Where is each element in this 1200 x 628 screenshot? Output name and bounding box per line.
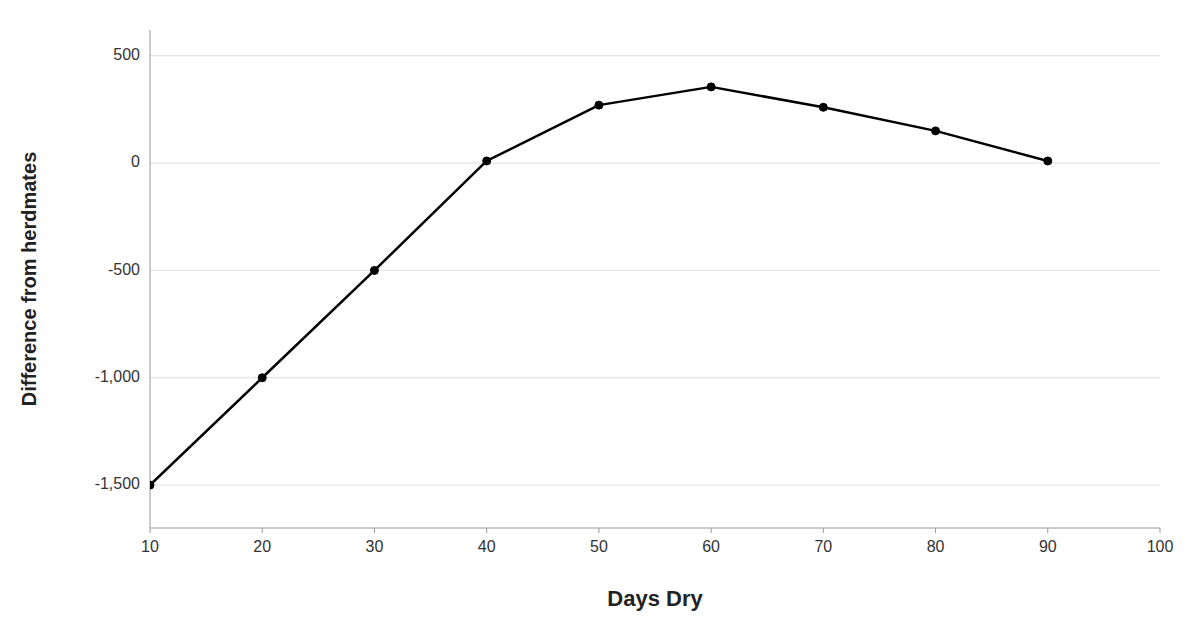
grid-line xyxy=(150,163,1160,164)
point xyxy=(595,101,603,109)
x-tick xyxy=(935,528,936,533)
x-tick-label: 60 xyxy=(702,538,720,555)
x-tick-label: 80 xyxy=(927,538,945,555)
point xyxy=(819,103,827,111)
chart-container: -1,500 -1,000 -500 0 500 10 20 30 40 50 60 70 80 90 10… xyxy=(0,0,1200,628)
x-tick-label: 30 xyxy=(366,538,384,555)
x-tick xyxy=(150,528,151,533)
x-tick-label: 70 xyxy=(814,538,832,555)
axes: -1,500 -1,000 -500 0 500 10 20 30 40 50 60 70 80 90 10… xyxy=(95,30,1174,555)
y-tick-label: -1,500 xyxy=(95,475,140,492)
point xyxy=(1044,157,1052,165)
x-tick xyxy=(1160,528,1161,533)
x-axis-line xyxy=(150,528,1160,529)
point xyxy=(932,127,940,135)
x-tick-label: 40 xyxy=(478,538,496,555)
chart: -1,500 -1,000 -500 0 500 10 20 30 40 50 60 70 80 90 10… xyxy=(0,0,1200,628)
point xyxy=(707,83,715,91)
x-tick xyxy=(598,528,599,533)
grid-line xyxy=(150,485,1160,486)
grid xyxy=(150,56,1160,485)
point xyxy=(370,266,378,274)
grid-line xyxy=(150,270,1160,271)
x-tick-label: 90 xyxy=(1039,538,1057,555)
line xyxy=(150,87,1048,485)
x-tick xyxy=(711,528,712,533)
y-tick-label: -1,000 xyxy=(95,368,140,385)
x-tick xyxy=(823,528,824,533)
x-tick-label: 20 xyxy=(253,538,271,555)
point xyxy=(150,481,154,489)
x-tick-label: 50 xyxy=(590,538,608,555)
x-tick xyxy=(1047,528,1048,533)
y-tick-label: -500 xyxy=(108,261,140,278)
x-axis-label: Days Dry xyxy=(607,586,703,611)
x-tick xyxy=(262,528,263,533)
x-tick-label: 100 xyxy=(1147,538,1174,555)
point xyxy=(258,374,266,382)
x-tick-label: 10 xyxy=(141,538,159,555)
grid-line xyxy=(150,377,1160,378)
y-axis-label: Difference from herdmates xyxy=(18,152,40,407)
x-tick xyxy=(486,528,487,533)
grid-line xyxy=(150,55,1160,56)
y-tick-label: 0 xyxy=(131,153,140,170)
y-tick-label: 500 xyxy=(113,46,140,63)
point xyxy=(483,157,491,165)
y-axis-line xyxy=(150,30,151,528)
x-tick xyxy=(374,528,375,533)
plot-area xyxy=(150,83,1052,489)
